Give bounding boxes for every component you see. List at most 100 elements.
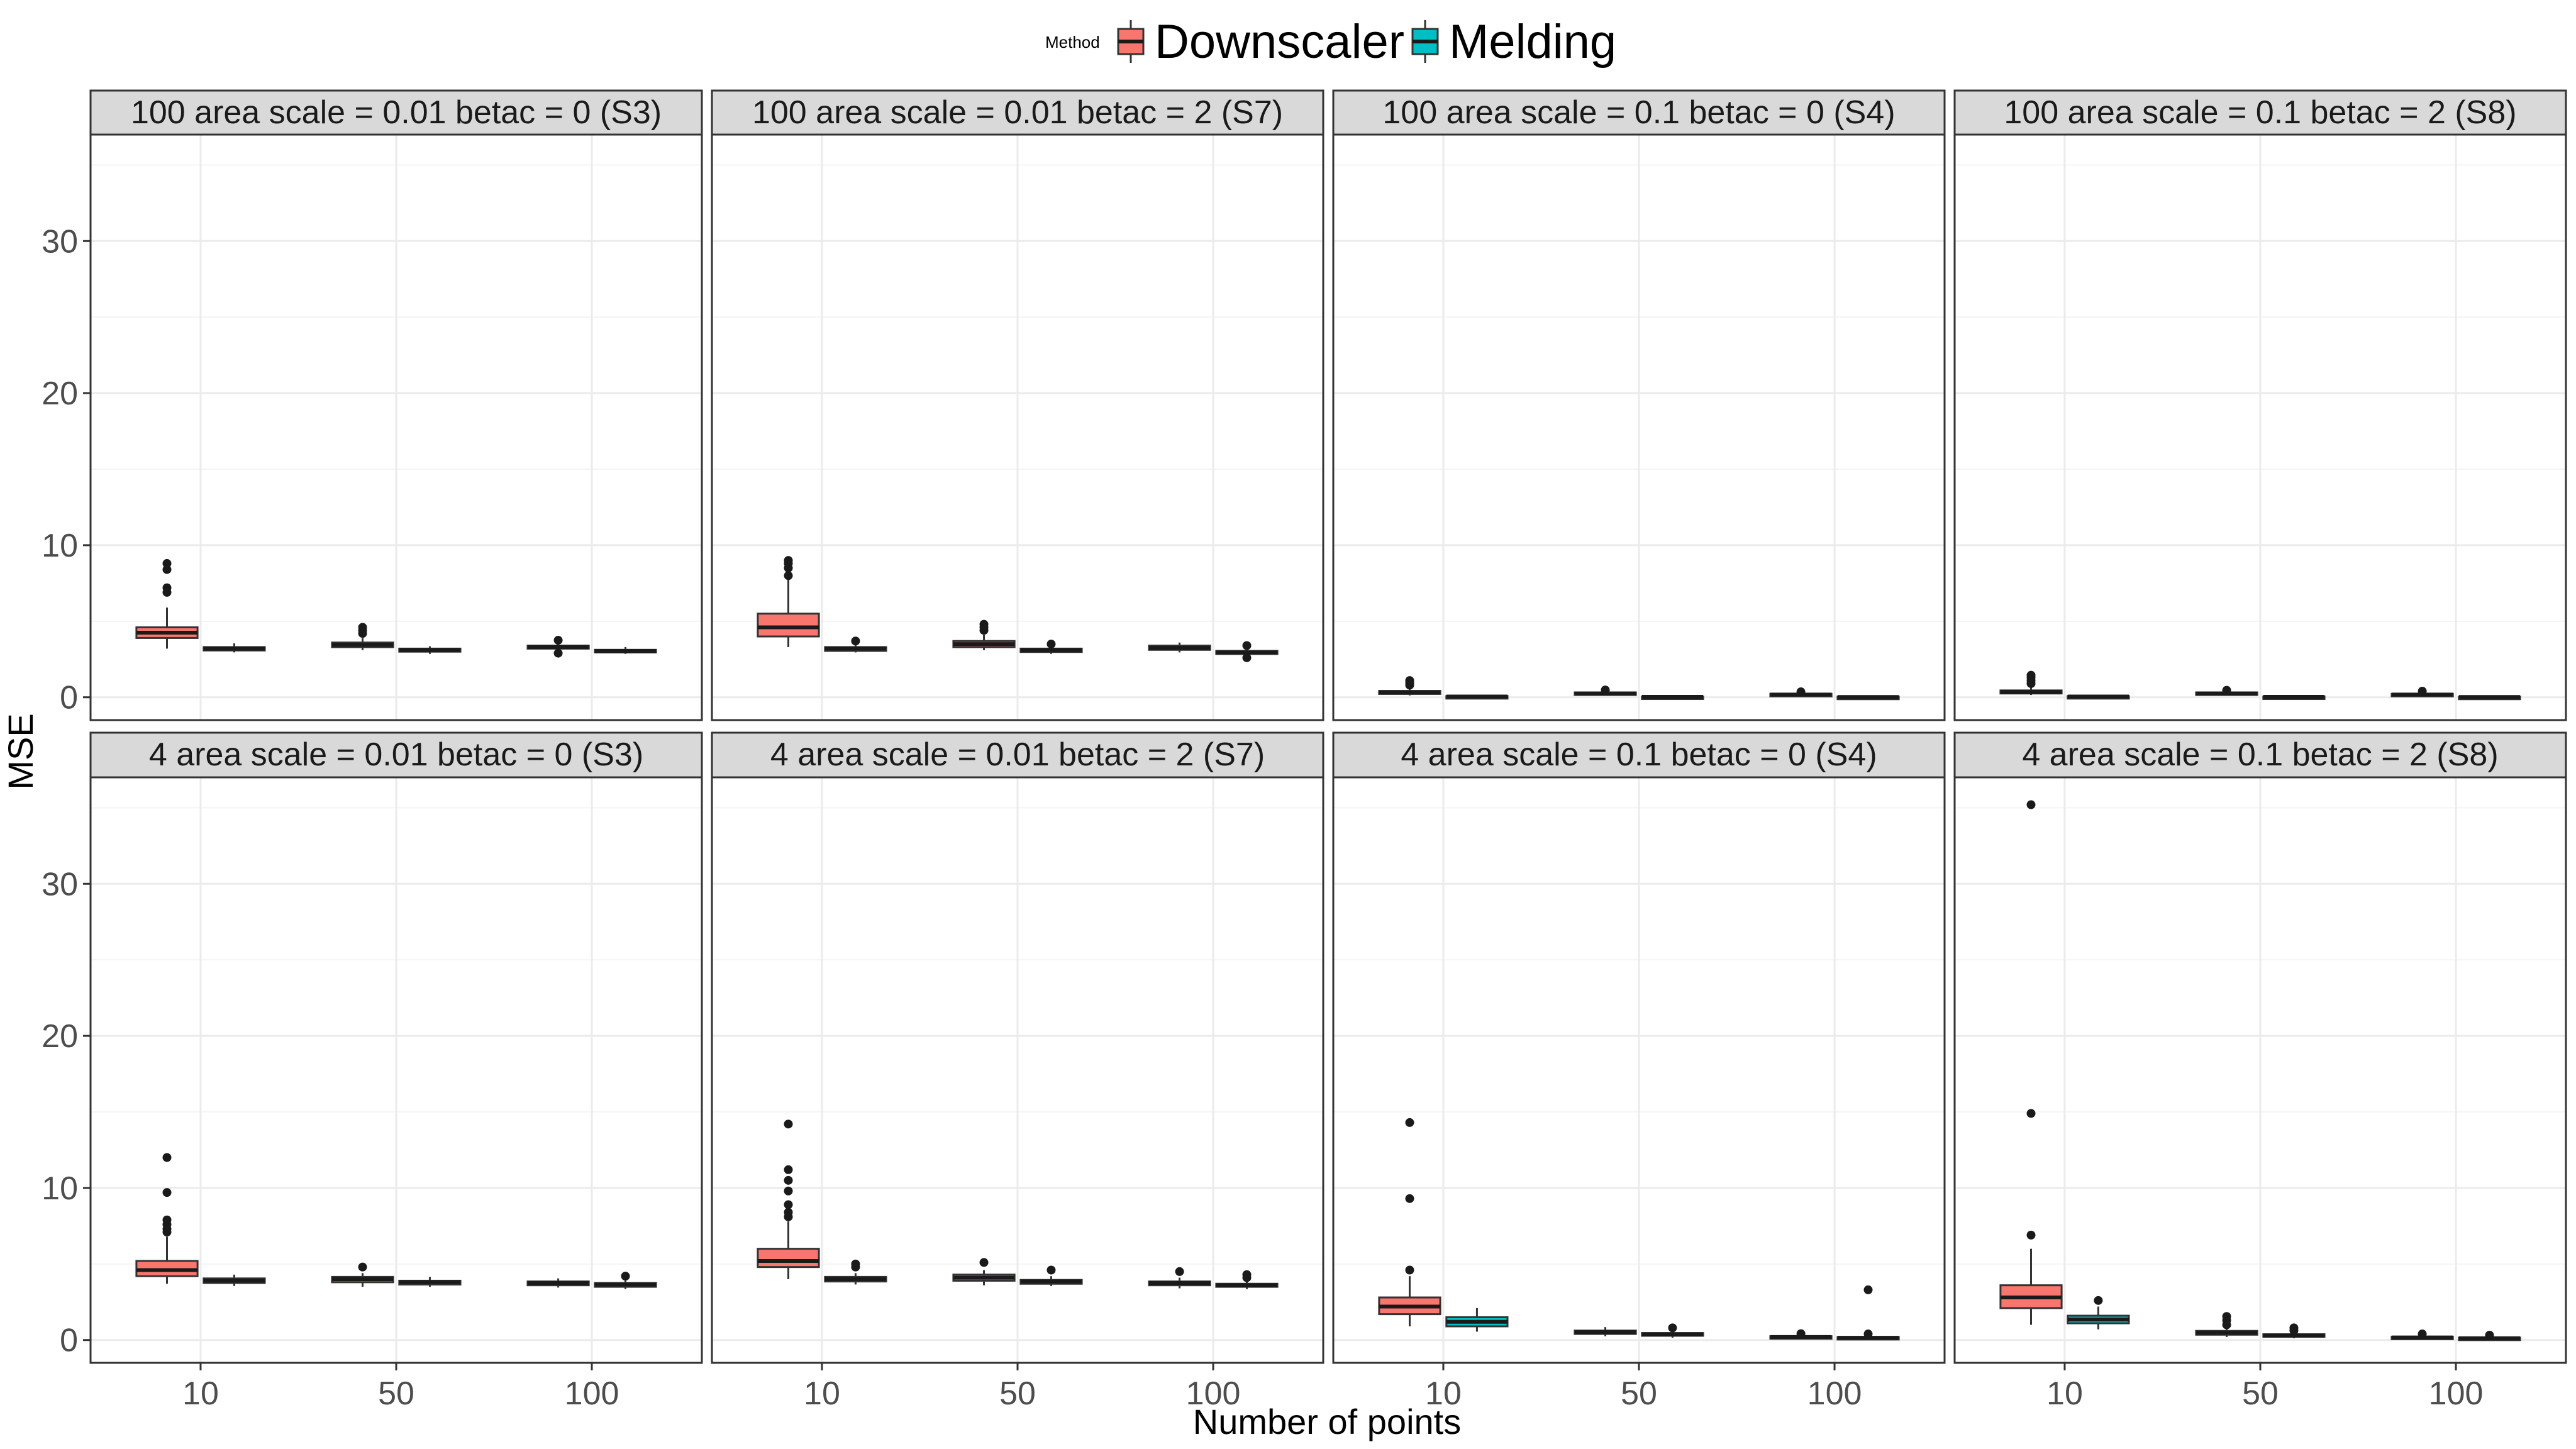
outlier-point (784, 571, 793, 580)
panels: 100 area scale = 0.01 betac = 0 (S3) 0 10 2… (42, 89, 2567, 1412)
y-tick-label: 30 (42, 866, 78, 902)
outlier-point (851, 636, 860, 646)
legend-title: Method (1045, 33, 1100, 52)
y-axis-title: MSE (1, 713, 40, 789)
facet-strip-label: 4 area scale = 0.1 betac = 0 (S4) (1401, 736, 1877, 773)
box-downscaler-100 (2390, 687, 2454, 697)
outlier-point (553, 648, 563, 658)
outlier-point (784, 1119, 793, 1129)
panel-2: 100 area scale = 0.01 betac = 2 (S7) (711, 89, 1324, 721)
outlier-point (553, 636, 563, 645)
box-melding-10 (824, 636, 887, 653)
legend-entry-downscaler: Downscaler (1117, 15, 1404, 69)
box-downscaler-100 (1769, 687, 1833, 697)
box-melding-10 (2067, 694, 2130, 700)
panel-7: 4 area scale = 0.1 betac = 0 (S4) 10 50 100 (1332, 731, 1946, 1412)
x-tick-label: 50 (378, 1375, 414, 1412)
outlier-point (358, 623, 367, 632)
box-downscaler-100 (526, 1278, 590, 1288)
box-melding-100 (2458, 695, 2521, 701)
panel-8: 4 area scale = 0.1 betac = 2 (S8) 10 50 100 (1953, 731, 2567, 1412)
legend: Method Downscaler Melding (1045, 15, 1616, 69)
outlier-point (162, 558, 172, 568)
x-tick-label: 100 (1807, 1375, 1862, 1412)
outlier-point (784, 1200, 793, 1209)
box-melding-50 (2262, 1323, 2326, 1338)
box-downscaler-10 (757, 556, 820, 647)
outlier-point (1046, 640, 1056, 649)
outlier-point (2026, 1230, 2036, 1240)
y-tick-label: 0 (60, 1323, 78, 1359)
legend-entry-melding: Melding (1411, 15, 1616, 69)
outlier-point (2094, 1296, 2103, 1305)
outlier-point (979, 1258, 989, 1267)
legend-label-downscaler: Downscaler (1155, 15, 1404, 69)
box-downscaler-10 (757, 1119, 820, 1279)
facet-strip (711, 89, 1324, 136)
box-downscaler-50 (331, 623, 394, 650)
legend-label-melding: Melding (1449, 15, 1616, 69)
box-downscaler-100 (2390, 1330, 2454, 1340)
outlier-point (162, 583, 172, 592)
panel-3: 100 area scale = 0.1 betac = 0 (S4) (1332, 89, 1946, 721)
outlier-point (1046, 1265, 1056, 1275)
x-tick-label: 10 (804, 1375, 840, 1412)
outlier-point (2222, 686, 2231, 695)
facet-strip-label: 100 area scale = 0.01 betac = 0 (S3) (131, 94, 662, 131)
box-downscaler-50 (2195, 686, 2258, 696)
outlier-point (1242, 653, 1252, 662)
outlier-point (784, 1175, 793, 1185)
box-downscaler-10 (1378, 1118, 1441, 1326)
outlier-point (1863, 1330, 1873, 1339)
facet-strip-label: 100 area scale = 0.01 betac = 2 (S7) (752, 94, 1283, 131)
outlier-point (1405, 1118, 1414, 1127)
outlier-point (1175, 1267, 1184, 1276)
facet-strip-label: 4 area scale = 0.01 betac = 0 (S3) (149, 736, 643, 773)
box-melding-50 (398, 646, 462, 654)
outlier-point (784, 1186, 793, 1196)
y-tick-label: 20 (42, 375, 78, 412)
outlier-point (851, 1259, 860, 1269)
outlier-point (162, 1215, 172, 1224)
panel-6: 4 area scale = 0.01 betac = 2 (S7) 10 50 10… (711, 731, 1324, 1412)
box-downscaler-50 (1574, 1327, 1637, 1336)
box-downscaler-10 (1999, 800, 2063, 1325)
box-downscaler-50 (331, 1262, 394, 1287)
box-downscaler-10 (135, 558, 199, 649)
facet-strip (1332, 89, 1946, 136)
outlier-point (162, 1153, 172, 1162)
outlier-point (979, 619, 989, 629)
facet-strip-label: 4 area scale = 0.1 betac = 2 (S8) (2022, 736, 2498, 773)
facet-strip-label: 4 area scale = 0.01 betac = 2 (S7) (770, 736, 1265, 773)
box-melding-50 (398, 1277, 462, 1287)
box-melding-50 (2262, 695, 2326, 701)
outlier-point (1863, 1285, 1873, 1294)
box-melding-100 (1215, 641, 1279, 662)
outlier-point (1796, 1329, 1806, 1338)
outlier-point (1405, 1194, 1414, 1203)
x-axis-title: Number of points (1193, 1402, 1461, 1441)
box-downscaler-50 (952, 1258, 1016, 1285)
x-tick-label: 100 (2429, 1375, 2484, 1412)
outlier-point (2418, 687, 2427, 696)
box-melding-10 (1445, 1307, 1509, 1332)
box-melding-100 (1836, 1285, 1900, 1341)
outlier-point (784, 1165, 793, 1174)
box-downscaler-50 (1574, 686, 1637, 696)
outlier-point (784, 1208, 793, 1217)
box-melding-10 (2067, 1296, 2130, 1330)
facet-strip (1953, 89, 2567, 136)
outlier-point (358, 1262, 367, 1272)
box-downscaler-10 (1378, 676, 1441, 696)
outlier-point (621, 1272, 630, 1281)
outlier-point (2026, 800, 2036, 809)
x-tick-label: 100 (1186, 1375, 1241, 1412)
box-body (757, 613, 820, 638)
x-tick-label: 100 (565, 1375, 619, 1412)
box-downscaler-50 (2195, 1312, 2258, 1337)
y-tick-label: 0 (60, 680, 78, 716)
box-downscaler-10 (135, 1153, 199, 1284)
box-downscaler-100 (1148, 1267, 1211, 1289)
outlier-point (1668, 1323, 1677, 1333)
